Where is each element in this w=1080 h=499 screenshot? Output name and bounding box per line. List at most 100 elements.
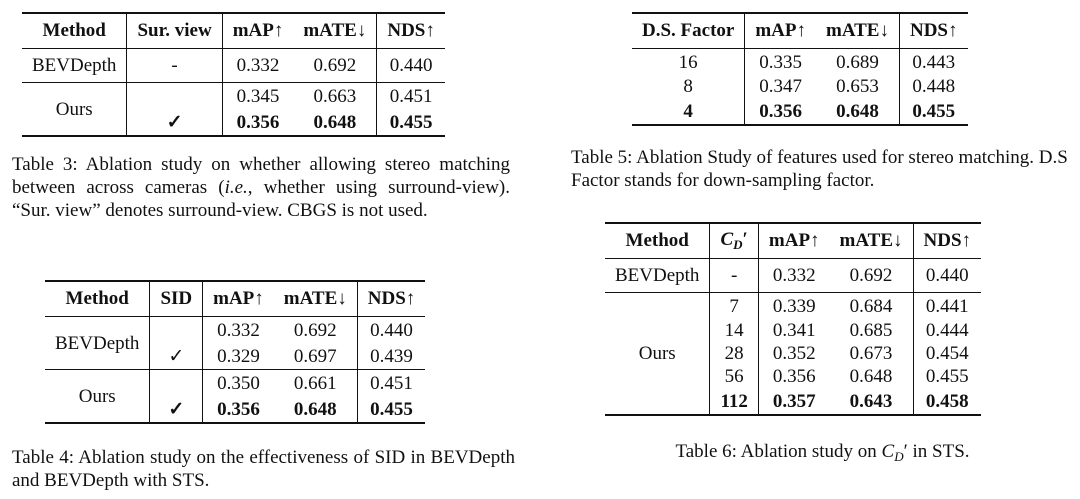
method-cell: Ours (22, 82, 128, 136)
header-cell: mATE↓ (293, 13, 378, 49)
row: ✓ 0.356 0.648 0.455 (22, 109, 445, 136)
cell: 4 (632, 98, 746, 125)
cell: 0.339 (758, 292, 830, 319)
cell: 0.643 (829, 388, 914, 415)
cell: 0.356 (236, 111, 280, 133)
caption-text: , whether using surround-view). “Sur. vi… (12, 177, 510, 221)
header-cell: D.S. Factor (632, 13, 746, 49)
cell: 0.332 (236, 55, 280, 76)
row: 8 0.347 0.653 0.448 (632, 75, 968, 98)
cell: 0.455 (912, 100, 956, 122)
table: D.S. Factor mAP↑ mATE↓ NDS↑ 16 0.335 0.689 0.44… (632, 12, 968, 126)
cell: 0.448 (912, 76, 956, 97)
cell: 0.439 (370, 345, 413, 367)
cell: 56 (709, 365, 759, 388)
cell: 0.458 (925, 390, 969, 412)
cell: 0.653 (816, 75, 900, 98)
header-row: Method CD′ mAP↑ mATE↓ NDS↑ (605, 223, 982, 259)
cell: 0.335 (759, 51, 803, 73)
header-row: D.S. Factor mAP↑ mATE↓ NDS↑ (632, 13, 968, 49)
row: ✓ 0.329 0.697 0.439 (45, 343, 425, 370)
cell: 0.455 (370, 398, 413, 420)
header-cell: mAP↑ (222, 13, 294, 49)
row: 16 0.335 0.689 0.443 (632, 48, 968, 75)
math-prime: ′ (742, 229, 748, 250)
cell: 0.332 (217, 319, 260, 341)
cell: 0.648 (293, 109, 378, 136)
math-base: C (720, 229, 734, 250)
cell: 0.697 (273, 343, 358, 370)
cell: 0.356 (772, 366, 816, 387)
caption-4: Table 4: Ablation study on the effective… (12, 446, 515, 492)
header-cell: NDS↑ (899, 13, 968, 49)
caption-text: Table 3: Ablation study on whether allow… (12, 154, 510, 198)
row: 56 0.356 0.648 0.455 (605, 365, 981, 388)
caption-6: Table 6: Ablation study on CD′ in STS. (605, 440, 1040, 468)
method-cell: BEVDepth (605, 258, 711, 293)
table-3: Method Sur. view mAP↑ mATE↓ NDS↑ BEVDepth -0.3… (22, 12, 445, 137)
table-head: Method CD′ mAP↑ mATE↓ NDS↑ (605, 223, 982, 259)
caption-3: Table 3: Ablation study on whether allow… (12, 153, 510, 222)
row-group: Ours 0.345 0.663 0.451 ✓ 0.356 0.648 0.455 (22, 82, 445, 136)
header-cell: NDS↑ (913, 223, 982, 259)
caption-5: Table 5: Ablation Study of features used… (571, 146, 1076, 192)
math-base: C (881, 441, 895, 462)
cell: 0.451 (376, 82, 445, 109)
table-4: Method SID mAP↑ mATE↓ NDS↑ BEVDepth 0.332 0.692… (45, 280, 426, 424)
cell: 28 (709, 342, 759, 365)
row: BEVDepth 0.332 0.692 0.440 (45, 316, 425, 370)
cell: 0.673 (829, 342, 914, 365)
cell: ✓ (126, 109, 223, 136)
cell: - (709, 258, 759, 293)
row: 28 0.352 0.673 0.454 (605, 342, 981, 365)
math-sub: D (733, 237, 743, 252)
cell: 14 (709, 319, 759, 342)
method-cell: Ours (605, 292, 711, 415)
cell: 7 (709, 292, 759, 319)
header-cell: mAP↑ (744, 13, 816, 49)
cell: 0.440 (389, 55, 433, 76)
row: 4 0.356 0.648 0.455 (632, 98, 968, 125)
cell (149, 316, 204, 343)
caption-text: Table 5: Ablation Study of features used… (571, 147, 1068, 191)
row: Ours 0.350 0.661 0.451 (45, 369, 426, 423)
cell: 0.350 (202, 369, 274, 396)
caption-text: in STS. (907, 441, 970, 462)
cell: ✓ (149, 343, 204, 370)
row-group: BEVDepth -0.332 0.692 0.440 (605, 258, 981, 293)
cell: 0.357 (772, 390, 816, 412)
cell: 0.455 (389, 111, 433, 133)
table-5: D.S. Factor mAP↑ mATE↓ NDS↑ 16 0.335 0.689 0.44… (632, 12, 968, 126)
cell: 0.661 (273, 369, 358, 396)
cell: 0.329 (217, 345, 260, 367)
caption-text: i.e. (224, 177, 248, 198)
cell: 0.356 (217, 398, 260, 420)
table: Method SID mAP↑ mATE↓ NDS↑ BEVDepth 0.332 0.692… (45, 280, 426, 424)
header-cell: Method (22, 13, 128, 49)
caption-text: Table 6: Ablation study on (675, 441, 882, 462)
method-cell: BEVDepth (22, 48, 128, 83)
header-row: Method SID mAP↑ mATE↓ NDS↑ (45, 281, 426, 317)
cell: 0.341 (772, 320, 816, 341)
cell: 0.692 (273, 316, 358, 343)
cell: 0.684 (829, 292, 914, 319)
header-cell: SID (149, 281, 204, 317)
cell: 0.648 (816, 98, 900, 125)
cell: ✓ (149, 396, 204, 423)
cell: 0.440 (925, 265, 969, 286)
cell: 0.356 (759, 100, 803, 122)
header-cell: mAP↑ (758, 223, 830, 259)
header-cell: mATE↓ (816, 13, 900, 49)
row-group: Ours 7 0.339 0.684 0.441 14 0.341 0.685 0.444 28 0… (605, 292, 982, 415)
cell: 0.345 (222, 82, 294, 109)
math-prime: ′ (903, 441, 908, 462)
row: 14 0.341 0.685 0.444 (605, 319, 981, 342)
row: Ours 0.345 0.663 0.451 (22, 82, 445, 136)
caption-text: Table 4: Ablation study on the effective… (12, 447, 515, 491)
table-head: Method Sur. view mAP↑ mATE↓ NDS↑ (22, 13, 445, 49)
cell: 0.692 (829, 258, 914, 293)
cell: 0.443 (912, 51, 956, 73)
header-cell: CD′ (709, 223, 759, 259)
cell: 0.352 (772, 343, 816, 364)
